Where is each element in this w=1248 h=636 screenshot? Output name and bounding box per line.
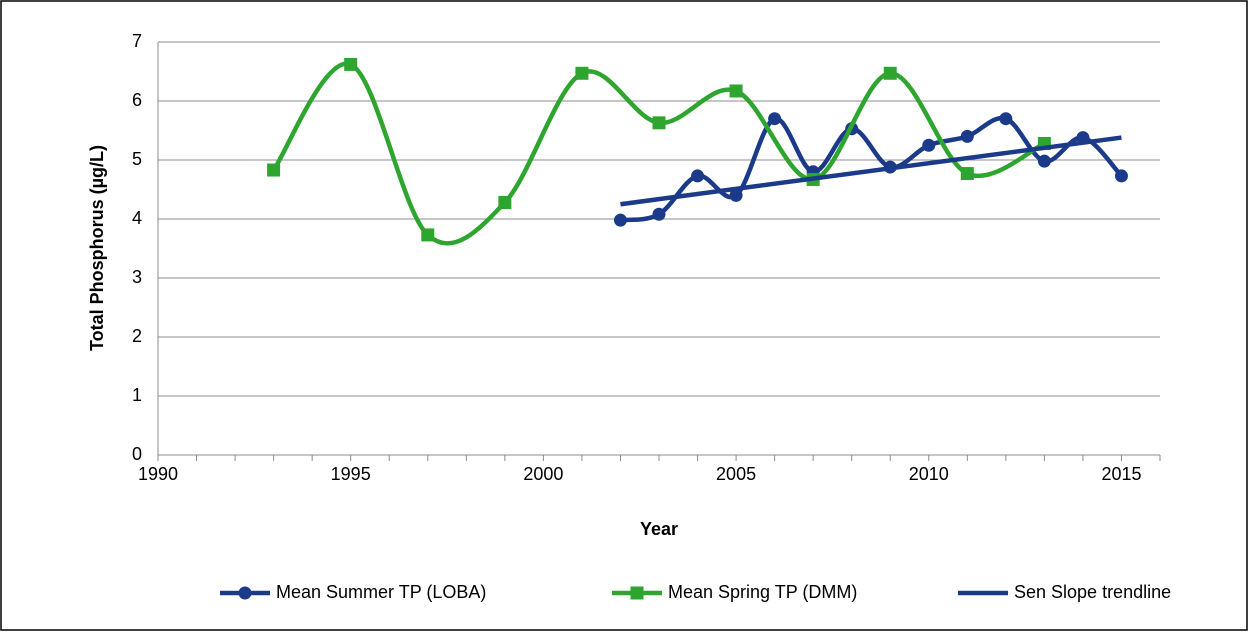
data-point [960, 167, 974, 181]
data-point [613, 213, 627, 227]
data-point [575, 66, 589, 80]
data-point [652, 116, 666, 130]
x-tick-label: 2010 [909, 464, 949, 484]
y-tick-label: 1 [132, 385, 142, 405]
data-point [498, 195, 512, 209]
legend-label: Sen Slope trendline [1014, 582, 1171, 602]
y-tick-label: 3 [132, 267, 142, 287]
x-tick-label: 1990 [138, 464, 178, 484]
data-point [344, 57, 358, 71]
x-tick-label: 1995 [331, 464, 371, 484]
data-point [729, 84, 743, 98]
data-point [922, 138, 936, 152]
data-point [267, 163, 281, 177]
series-line [620, 115, 1124, 223]
y-axis-label: Total Phosphorus (µg/L) [87, 145, 107, 351]
data-point [729, 188, 743, 202]
data-point [1037, 154, 1051, 168]
legend-marker [238, 586, 252, 600]
data-point [999, 112, 1013, 126]
y-tick-label: 7 [132, 31, 142, 51]
legend-marker [630, 586, 644, 600]
x-tick-label: 2000 [523, 464, 563, 484]
data-point [960, 129, 974, 143]
legend-label: Mean Summer TP (LOBA) [276, 582, 486, 602]
x-tick-label: 2005 [716, 464, 756, 484]
y-tick-label: 4 [132, 208, 142, 228]
data-point [883, 66, 897, 80]
y-tick-label: 6 [132, 90, 142, 110]
data-point [691, 169, 705, 183]
series-line [620, 135, 1122, 207]
x-tick-label: 2015 [1101, 464, 1141, 484]
series-line [271, 61, 1046, 246]
y-tick-label: 5 [132, 149, 142, 169]
y-tick-label: 0 [132, 444, 142, 464]
y-tick-label: 2 [132, 326, 142, 346]
legend-label: Mean Spring TP (DMM) [668, 582, 857, 602]
data-point [652, 207, 666, 221]
data-point [1114, 169, 1128, 183]
x-axis-label: Year [640, 519, 678, 539]
data-point [768, 112, 782, 126]
data-point [421, 228, 435, 242]
